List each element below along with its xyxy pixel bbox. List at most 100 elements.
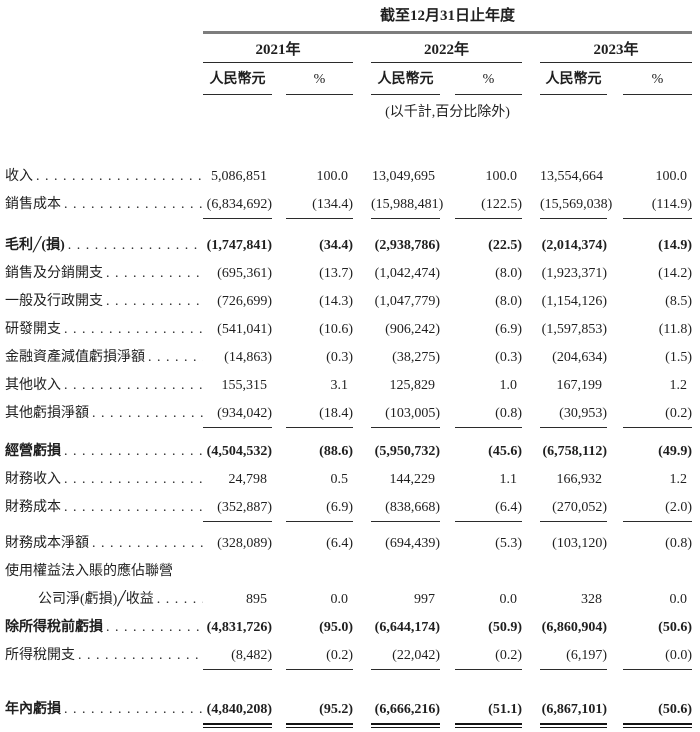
cell-value: (15,988,481) [371, 196, 444, 212]
cell-value: (122.5) [481, 196, 522, 212]
table-row: 其他收入 155,315 3.1 125,829 1.0 167,199 1.2 [0, 372, 700, 400]
percent-cell: 1.0 [455, 372, 522, 400]
year-header-2023: 2023年 [540, 41, 692, 63]
dot-leader [61, 494, 203, 522]
cell-value: 1.2 [669, 377, 688, 393]
row-label: 收入 [0, 163, 203, 191]
cell-value: (1.5) [665, 349, 692, 365]
cell-value: (13.7) [319, 265, 353, 281]
amount-cell: 144,229 [371, 466, 440, 494]
row-label: 其他虧損淨額 [0, 400, 203, 428]
percent-cell: (0.0) [623, 642, 692, 670]
percent-cell: 1.2 [623, 466, 692, 494]
cell-value: (34.4) [319, 237, 353, 253]
cell-value: (8.0) [495, 293, 522, 309]
percent-cell: (50.9) [455, 614, 522, 642]
cell-value: (95.0) [319, 619, 353, 635]
cell-value: (4,831,726) [206, 619, 272, 635]
table-row: 金融資產減值虧損淨額 (14,863) (0.3) (38,275) (0.3) (204… [0, 344, 700, 372]
cell-value: (14.2) [658, 265, 692, 281]
year-header-2022: 2022年 [371, 41, 522, 63]
amount-cell: (6,758,112) [540, 438, 607, 466]
percent-cell: 100.0 [455, 163, 522, 191]
amount-cell: (1,047,779) [371, 288, 440, 316]
cell-value: (906,242) [385, 321, 440, 337]
amount-cell: (6,867,101) [540, 696, 607, 728]
table-row: 年內虧損 (4,840,208) (95.2) (6,666,216) (51.1) (6… [0, 696, 700, 728]
amount-cell: (726,699) [203, 288, 272, 316]
table-row: 財務收入 24,798 0.5 144,229 1.1 166,932 1.2 [0, 466, 700, 494]
percent-cell: (0.3) [286, 344, 353, 372]
row-label: 金融資產減值虧損淨額 [0, 344, 203, 372]
amount-cell: 13,554,664 [540, 163, 607, 191]
percent-cell: (0.3) [455, 344, 522, 372]
amount-cell: 5,086,851 [203, 163, 272, 191]
cell-value: (694,439) [385, 535, 440, 551]
cell-value: (2,938,786) [374, 237, 440, 253]
cell-value: (6,197) [566, 647, 607, 663]
percent-cell: 100.0 [623, 163, 692, 191]
amount-cell: 24,798 [203, 466, 272, 494]
cell-value: (134.4) [312, 196, 353, 212]
cell-value: (1,923,371) [541, 265, 607, 281]
cell-value: (0.3) [326, 349, 353, 365]
row-label: 研發開支 [0, 316, 203, 344]
cell-value: 144,229 [389, 471, 436, 487]
cell-value: 997 [414, 591, 435, 607]
percent-cell: (49.9) [623, 438, 692, 466]
cell-value: (95.2) [319, 701, 353, 717]
cell-value: (8,482) [231, 647, 272, 663]
cell-value: (14.3) [319, 293, 353, 309]
table-row: 一般及行政開支 (726,699) (14.3) (1,047,779) (8.0) (1… [0, 288, 700, 316]
row-label: 毛利╱(損) [0, 232, 203, 260]
cell-value: (4,504,532) [206, 443, 272, 459]
percent-header-2022: % [455, 70, 522, 95]
row-label-text: 所得稅開支 [5, 647, 75, 663]
percent-cell: (45.6) [455, 438, 522, 466]
cell-value: 5,086,851 [211, 168, 267, 184]
row-label-text: 年內虧損 [5, 701, 61, 717]
row-label-text: 經營虧損 [5, 443, 61, 459]
table-row: 其他虧損淨額 (934,042) (18.4) (103,005) (0.8) (30,9… [0, 400, 700, 428]
cell-value: (15,569,038) [540, 196, 613, 212]
row-label: 所得稅開支 [0, 642, 203, 670]
row-label: 經營虧損 [0, 438, 203, 466]
percent-header-2023: % [623, 70, 692, 95]
percent-cell: (5.3) [455, 530, 522, 558]
dot-leader [61, 191, 203, 219]
percent-cell: 0.0 [286, 586, 353, 614]
amount-cell: (1,923,371) [540, 260, 607, 288]
dot-leader [61, 696, 203, 724]
period-title: 截至12月31日止年度 [379, 8, 515, 24]
cell-value: (6,860,904) [541, 619, 607, 635]
amount-cell: (2,938,786) [371, 232, 440, 260]
cell-value: 0.0 [669, 591, 688, 607]
dot-leader [61, 466, 203, 494]
cell-value: (2.0) [665, 499, 692, 515]
amount-cell: (270,052) [540, 494, 607, 522]
row-label-text: 財務成本 [5, 499, 61, 515]
cell-value: (0.2) [326, 647, 353, 663]
row-label: 財務成本淨額 [0, 530, 203, 558]
cell-value: (204,634) [552, 349, 607, 365]
dot-leader [103, 614, 203, 642]
amount-cell: (103,120) [540, 530, 607, 558]
row-label: 年內虧損 [0, 696, 203, 724]
row-label: 使用權益法入賬的應佔聯營 [0, 558, 203, 586]
cell-value: 3.1 [330, 377, 349, 393]
row-label-text: 一般及行政開支 [5, 293, 103, 309]
percent-cell: (1.5) [623, 344, 692, 372]
amount-cell: (15,569,038) [540, 191, 612, 219]
table-row: 公司淨(虧損)╱收益 895 0.0 997 0.0 328 0.0 [0, 586, 700, 614]
amount-cell: (328,089) [203, 530, 272, 558]
cell-value: (0.2) [495, 647, 522, 663]
amount-cell: 13,049,695 [371, 163, 440, 191]
row-label-text: 使用權益法入賬的應佔聯營 [5, 563, 173, 579]
percent-cell: (6.9) [455, 316, 522, 344]
cell-value: 0.5 [330, 471, 349, 487]
amount-cell: (695,361) [203, 260, 272, 288]
cell-value: (6,834,692) [206, 196, 272, 212]
currency-header-2022: 人民幣元 [371, 70, 440, 95]
amount-cell: (694,439) [371, 530, 440, 558]
table-row: 所得稅開支 (8,482) (0.2) (22,042) (0.2) (6,197) (0.… [0, 642, 700, 670]
